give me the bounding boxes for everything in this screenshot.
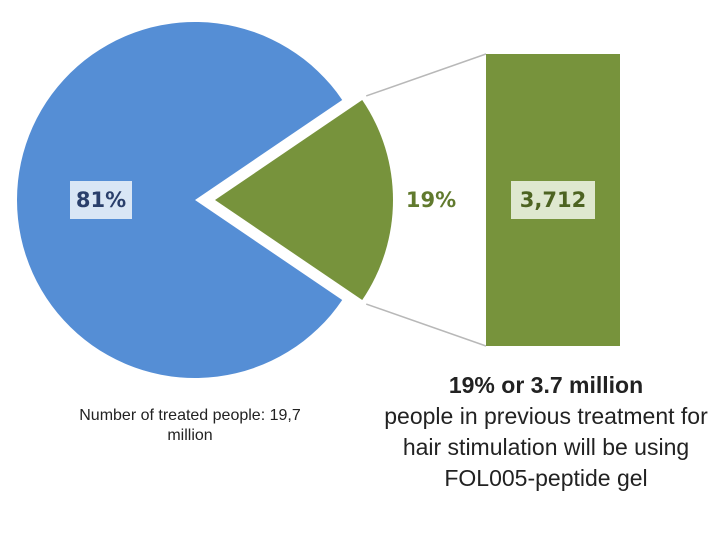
pie-slice-exploded-label: 19% — [405, 188, 457, 212]
connector-line-bottom — [365, 303, 487, 347]
pie-slice-exploded — [215, 99, 394, 301]
bar-caption: 19% or 3.7 million people in previous tr… — [372, 370, 720, 494]
bar-caption-body: people in previous treatment for hair st… — [384, 403, 708, 491]
bar-value-label: 3,712 — [511, 181, 595, 219]
pie-slice-main — [16, 21, 343, 379]
connector-line-top — [365, 53, 487, 97]
pie-slice-main-label: 81% — [70, 181, 132, 219]
pie-caption: Number of treated people: 19,7 million — [79, 407, 301, 444]
bar-caption-highlight: 19% or 3.7 million — [448, 372, 644, 398]
